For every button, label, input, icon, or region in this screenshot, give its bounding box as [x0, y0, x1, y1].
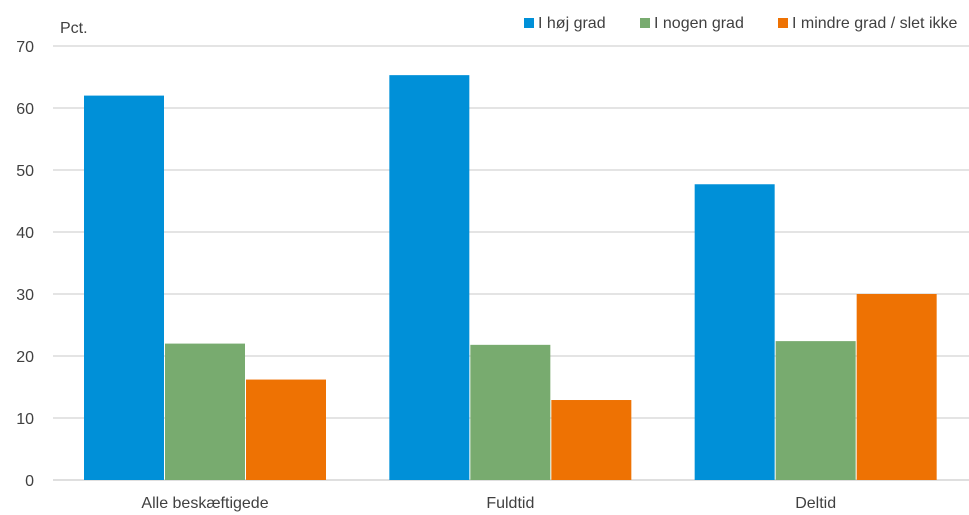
bars: [84, 75, 937, 480]
y-tick-label: 20: [16, 349, 34, 366]
bar-1-0: [389, 75, 470, 480]
y-tick-label: 70: [16, 39, 34, 56]
bar-1-2: [551, 400, 632, 480]
y-tick-label: 0: [25, 473, 34, 490]
y-unit-label: Pct.: [60, 20, 88, 37]
legend-entry-1: I nogen grad: [654, 15, 744, 32]
y-tick-label: 40: [16, 225, 34, 242]
legend-swatch-0: [524, 18, 534, 28]
bar-2-0: [694, 184, 775, 480]
legend-entry-0: I høj grad: [538, 15, 606, 32]
legend: I høj grad I nogen grad I mindre grad / sl…: [524, 15, 958, 32]
bar-0-1: [165, 343, 245, 480]
legend-swatch-1: [640, 18, 650, 28]
legend-swatch-2: [778, 18, 788, 28]
y-tick-label: 30: [16, 287, 34, 304]
bar-0-2: [246, 379, 326, 480]
bar-2-2: [856, 294, 937, 480]
x-category-label: Deltid: [795, 495, 836, 512]
legend-entry-2: I mindre grad / slet ikke: [792, 15, 958, 32]
x-category-label: Fuldtid: [486, 495, 534, 512]
bar-2-1: [775, 341, 856, 480]
bar-1-1: [470, 344, 551, 480]
bar-0-0: [84, 95, 164, 480]
x-category-label: Alle beskæftigede: [141, 495, 268, 512]
y-tick-label: 50: [16, 163, 34, 180]
y-tick-label: 10: [16, 411, 34, 428]
axes: 0 10 20 30 40 50 60 70 Alle beskæftigede Fuldtid D…: [16, 39, 836, 512]
y-tick-label: 60: [16, 101, 34, 118]
